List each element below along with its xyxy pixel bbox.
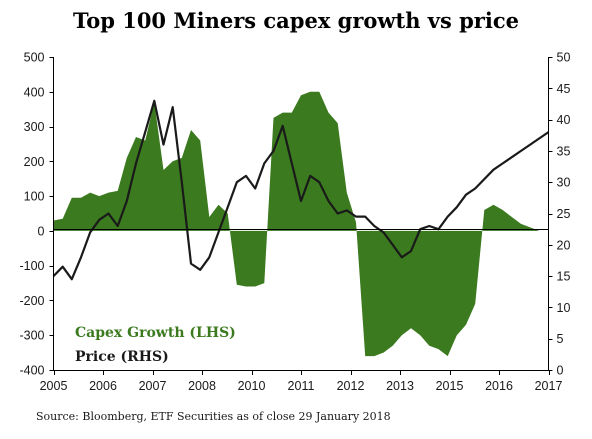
right-tick-label: 15 [557,270,571,284]
x-tick-label: 2006 [89,379,117,393]
left-tick-label: 300 [24,120,45,134]
right-tick-label: 20 [557,238,571,252]
left-tick-label: 0 [38,224,45,238]
right-tick-label: 25 [557,207,571,221]
left-tick-label: 200 [24,155,45,169]
left-tick-label: -200 [19,294,44,308]
right-tick-label: 45 [557,82,571,96]
left-tick-label: -400 [19,364,44,378]
left-tick-label: 500 [24,51,45,65]
right-tick-label: 0 [557,364,564,378]
x-tick-label: 2012 [337,379,365,393]
chart-title: Top 100 Miners capex growth vs price [73,8,519,33]
left-axis: 500 400 300 200 100 0 -100 -200 -300 -400 [19,51,54,378]
right-tick-label: 50 [557,51,571,65]
x-axis: 2005 2006 2007 2008 2010 2011 2012 2013 2015 2016… [40,370,563,393]
plot-area [52,91,550,357]
x-tick-label: 2010 [238,379,266,393]
right-tick-label: 35 [557,144,571,158]
x-tick-label: 2007 [139,379,167,393]
legend-capex-growth: Capex Growth (LHS) [75,325,236,341]
left-tick-label: 400 [24,85,45,99]
legend-price: Price (RHS) [75,349,169,365]
x-tick-label: 2016 [485,379,513,393]
source-note: Source: Bloomberg, ETF Securities as of … [36,410,391,423]
right-tick-label: 10 [557,301,571,315]
right-tick-label: 30 [557,176,571,190]
price-line [52,99,550,281]
right-tick-label: 5 [557,332,564,346]
left-tick-label: -300 [19,329,44,343]
x-tick-label: 2005 [40,379,68,393]
x-tick-label: 2008 [188,379,216,393]
right-tick-label: 40 [557,113,571,127]
left-tick-label: 100 [24,190,45,204]
capex-growth-area [53,91,549,357]
x-tick-label: 2017 [535,379,563,393]
x-tick-label: 2011 [288,379,315,393]
x-tick-label: 2015 [436,379,464,393]
x-tick-label: 2013 [386,379,414,393]
left-tick-label: -100 [19,259,44,273]
